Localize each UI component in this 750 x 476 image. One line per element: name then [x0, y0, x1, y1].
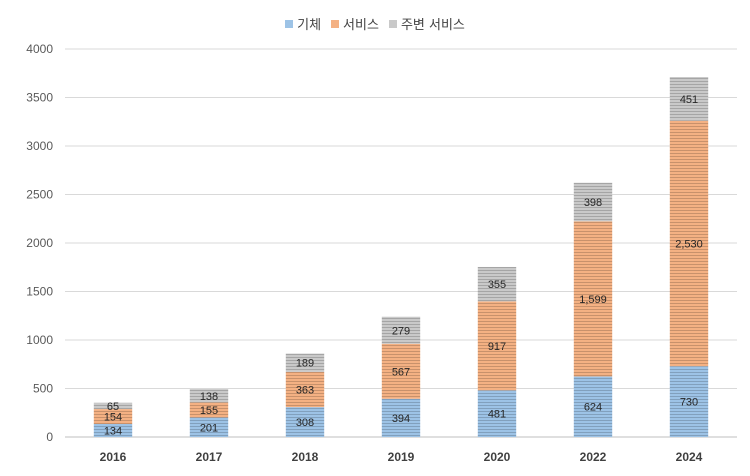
- data-label: 189: [296, 358, 314, 370]
- data-label: 624: [584, 402, 602, 414]
- x-tick-label: 2018: [292, 450, 319, 464]
- data-label: 154: [104, 412, 122, 424]
- legend-swatch: [331, 19, 340, 28]
- x-tick-label: 2019: [388, 450, 415, 464]
- x-tick-label: 2016: [100, 450, 127, 464]
- legend-item-0: 기체: [285, 14, 321, 33]
- data-label: 201: [200, 422, 218, 434]
- bar-segment: [573, 182, 613, 222]
- y-tick-label: 4000: [26, 42, 53, 56]
- data-label: 481: [488, 409, 506, 421]
- y-tick-label: 0: [46, 430, 53, 444]
- data-label: 138: [200, 391, 218, 403]
- bar-segment: [669, 77, 709, 121]
- legend-item-2: 주변 서비스: [388, 14, 465, 33]
- data-label: 355: [488, 279, 506, 291]
- x-tick-label: 2022: [580, 450, 607, 464]
- y-tick-label: 3500: [26, 91, 53, 105]
- data-label: 917: [488, 341, 506, 353]
- bar-segment: [477, 390, 517, 437]
- y-tick-label: 500: [33, 382, 53, 396]
- bar-segment: [189, 417, 229, 437]
- bar-segment: [669, 366, 709, 437]
- bar-segment: [93, 402, 133, 410]
- legend-swatch: [388, 19, 397, 28]
- x-tick-label: 2024: [676, 450, 703, 464]
- bar-segment: [93, 409, 133, 425]
- legend-label: 서비스: [343, 18, 379, 33]
- data-label: 308: [296, 417, 314, 429]
- data-label: 730: [680, 397, 698, 409]
- bar-segment: [573, 376, 613, 437]
- data-label: 567: [392, 366, 410, 378]
- data-label: 398: [584, 197, 602, 209]
- y-tick-label: 1000: [26, 333, 53, 347]
- bar-segment: [477, 266, 517, 302]
- y-tick-label: 3000: [26, 139, 53, 153]
- data-label: 1,599: [579, 294, 607, 306]
- y-tick-label: 2500: [26, 188, 53, 202]
- bar-segment: [477, 301, 517, 391]
- y-tick-label: 1500: [26, 285, 53, 299]
- bar-segment: [189, 389, 229, 403]
- bar-segment: [381, 343, 421, 399]
- data-label: 134: [104, 426, 122, 438]
- data-label: 363: [296, 385, 314, 397]
- bar-segment: [381, 316, 421, 344]
- legend-item-1: 서비스: [331, 14, 379, 33]
- x-tick-label: 2017: [196, 450, 223, 464]
- legend-label: 주변 서비스: [400, 18, 465, 33]
- bar-segment: [573, 221, 613, 377]
- bar-segment: [669, 120, 709, 367]
- data-label: 2,530: [675, 238, 703, 250]
- data-label: 451: [680, 94, 698, 106]
- data-label: 65: [107, 401, 119, 413]
- y-axis: 0 500 1000 1500 2000 2500 3000 3500 4000: [26, 42, 53, 444]
- data-label: 394: [392, 413, 410, 425]
- bar-segment: [285, 371, 325, 408]
- legend: 기체 서비스 주변 서비스: [0, 14, 750, 33]
- bar-segment: [285, 353, 325, 372]
- data-label: 155: [200, 405, 218, 417]
- y-tick-label: 2000: [26, 236, 53, 250]
- legend-label: 기체: [297, 18, 322, 33]
- x-tick-label: 2020: [484, 450, 511, 464]
- x-axis: 2016 2017 2018 2019 2020 2022 2024: [100, 450, 703, 464]
- bar-segment: [381, 398, 421, 437]
- data-label: 279: [392, 325, 410, 337]
- bars: [93, 77, 709, 437]
- bar-segment: [285, 407, 325, 437]
- bar-segment: [93, 424, 133, 437]
- legend-swatch: [285, 19, 294, 28]
- bar-segment: [189, 402, 229, 418]
